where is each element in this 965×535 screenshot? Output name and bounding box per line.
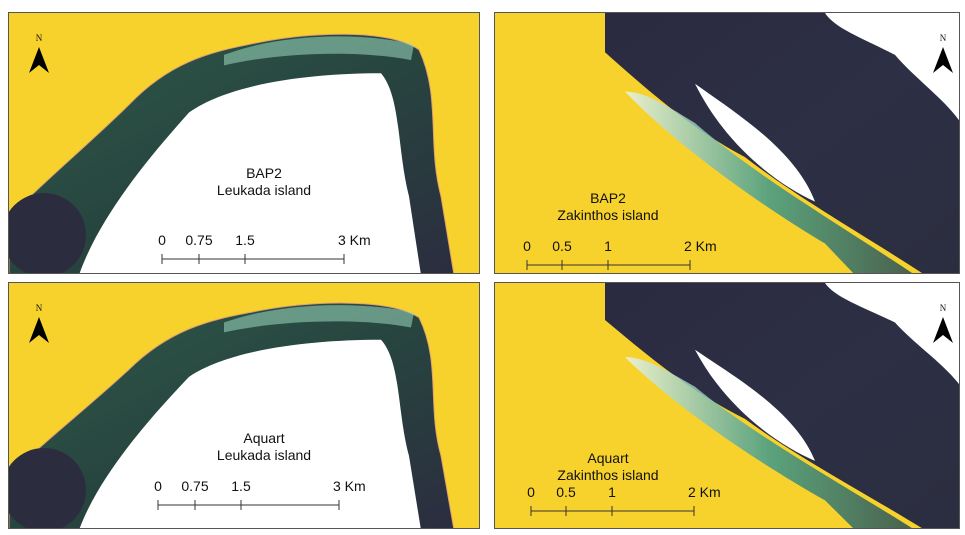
scale-label: 1 — [608, 484, 616, 500]
scale-label: 1.5 — [235, 232, 255, 248]
panel-title: Aquart — [587, 450, 628, 466]
page: NBAP2Leukada island00.751.53 KmNBAP2Zaki… — [0, 0, 965, 535]
scale-label: 0.75 — [185, 232, 212, 248]
scale-label: 0.75 — [181, 478, 208, 494]
scale-label: 0.5 — [556, 484, 576, 500]
scale-label: 0 — [527, 484, 535, 500]
panel-subtitle: Leukada island — [217, 182, 311, 198]
scale-label: 3 Km — [338, 232, 371, 248]
scale-label: 0 — [523, 238, 531, 254]
scale-label: 0 — [158, 232, 166, 248]
north-label: N — [36, 303, 43, 313]
panel-subtitle: Zakinthos island — [557, 467, 658, 483]
scale-label: 1 — [604, 238, 612, 254]
scale-label: 0 — [154, 478, 162, 494]
scale-label: 2 Km — [684, 238, 717, 254]
panel-subtitle: Zakinthos island — [557, 207, 658, 223]
north-label: N — [36, 33, 43, 43]
scale-label: 0.5 — [552, 238, 572, 254]
scale-label: 2 Km — [688, 484, 721, 500]
panel-title: Aquart — [243, 430, 284, 446]
panel-title: BAP2 — [590, 190, 626, 206]
panel-subtitle: Leukada island — [217, 447, 311, 463]
scale-label: 1.5 — [231, 478, 251, 494]
north-label: N — [940, 33, 947, 43]
panel-title: BAP2 — [246, 165, 282, 181]
north-label: N — [940, 303, 947, 313]
scale-label: 3 Km — [333, 478, 366, 494]
